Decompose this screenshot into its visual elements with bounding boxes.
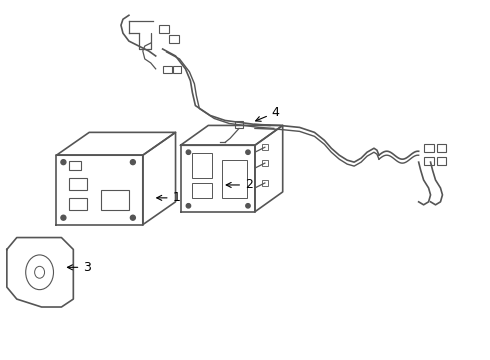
- Bar: [163, 66, 172, 73]
- Bar: [424, 144, 434, 152]
- Circle shape: [61, 159, 66, 165]
- Bar: [235, 121, 243, 129]
- Bar: [70, 161, 81, 170]
- Circle shape: [246, 204, 250, 208]
- Text: 4: 4: [256, 106, 280, 121]
- Circle shape: [246, 150, 250, 154]
- Bar: [169, 35, 178, 43]
- Bar: [101, 190, 129, 210]
- Bar: [222, 160, 247, 198]
- Circle shape: [130, 215, 135, 220]
- Bar: [262, 180, 268, 186]
- Text: 1: 1: [157, 192, 180, 204]
- Bar: [437, 144, 446, 152]
- Bar: [172, 66, 181, 73]
- Bar: [159, 25, 169, 33]
- Bar: [193, 153, 212, 178]
- Text: 3: 3: [68, 261, 91, 274]
- Bar: [437, 157, 446, 165]
- Bar: [424, 157, 434, 165]
- Text: 2: 2: [226, 179, 253, 192]
- Bar: [193, 183, 212, 198]
- Circle shape: [130, 159, 135, 165]
- Bar: [262, 160, 268, 166]
- Bar: [70, 198, 87, 210]
- Polygon shape: [7, 238, 73, 307]
- Circle shape: [61, 215, 66, 220]
- Circle shape: [186, 150, 191, 154]
- Bar: [70, 178, 87, 190]
- Circle shape: [186, 204, 191, 208]
- Bar: [262, 144, 268, 150]
